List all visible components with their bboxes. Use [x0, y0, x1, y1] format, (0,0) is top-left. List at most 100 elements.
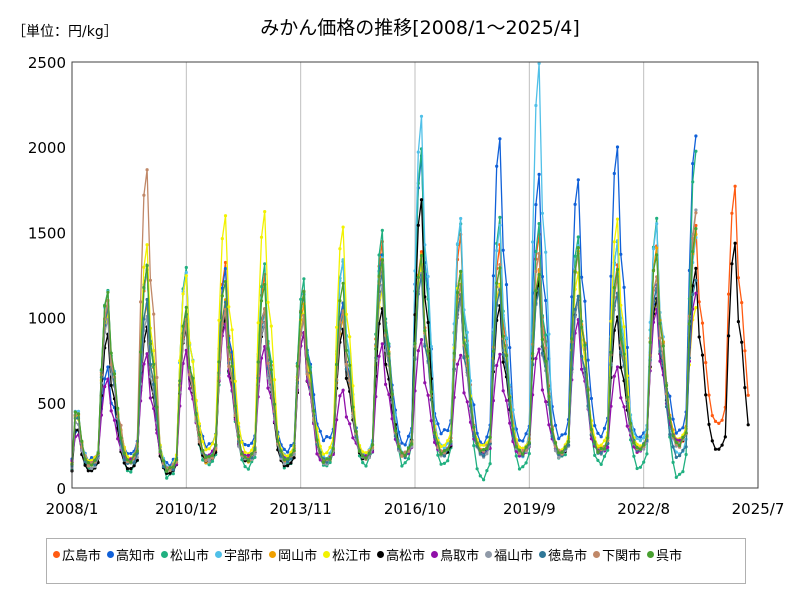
data-point: [694, 278, 698, 282]
data-point: [165, 476, 169, 480]
data-point: [155, 375, 159, 380]
data-point: [609, 319, 613, 323]
data-point: [602, 454, 607, 458]
data-point: [553, 423, 558, 427]
data-point: [576, 178, 580, 182]
data-point: [393, 429, 397, 433]
data-point: [90, 456, 94, 460]
data-point: [331, 446, 335, 450]
data-point: [517, 438, 522, 442]
data-point: [498, 352, 502, 356]
data-point: [527, 440, 531, 445]
data-point: [612, 171, 616, 176]
data-point: [485, 446, 489, 450]
data-point: [495, 249, 499, 253]
data-point: [508, 421, 512, 425]
data-point: [276, 439, 280, 443]
data-point: [651, 247, 656, 251]
legend-item: 松山市: [161, 546, 209, 564]
data-point: [90, 458, 94, 462]
data-point: [204, 455, 208, 459]
data-point: [596, 444, 600, 448]
data-point: [580, 325, 584, 329]
data-point: [315, 438, 319, 442]
data-point: [191, 360, 195, 364]
data-point: [406, 434, 411, 438]
data-point: [243, 465, 247, 469]
data-point: [122, 461, 126, 465]
data-point: [439, 432, 443, 436]
data-point: [348, 422, 352, 426]
data-point: [727, 292, 731, 296]
data-point: [664, 405, 669, 409]
data-point: [289, 443, 293, 448]
data-point: [315, 452, 319, 456]
data-point: [263, 282, 267, 287]
data-point: [419, 254, 424, 258]
data-point: [387, 352, 391, 356]
data-point: [93, 463, 97, 467]
data-point: [625, 424, 629, 428]
data-point: [184, 305, 188, 309]
data-point: [678, 472, 682, 476]
data-point: [272, 402, 277, 406]
data-point: [148, 362, 152, 366]
data-point: [573, 254, 577, 258]
data-point: [80, 439, 84, 443]
data-point: [142, 362, 146, 366]
data-point: [455, 290, 460, 295]
data-point: [240, 458, 244, 462]
data-point: [263, 262, 267, 266]
data-point: [318, 429, 322, 433]
data-point: [335, 325, 339, 329]
data-point: [282, 447, 286, 451]
data-point: [602, 439, 607, 443]
data-point: [344, 376, 348, 380]
data-point: [325, 451, 329, 455]
data-point: [106, 377, 110, 381]
data-point: [635, 466, 639, 471]
data-point: [380, 342, 384, 346]
data-point: [488, 462, 492, 466]
data-point: [361, 454, 365, 458]
data-point: [619, 252, 623, 256]
data-point: [132, 464, 136, 468]
data-point: [606, 445, 610, 449]
data-point: [335, 362, 339, 367]
data-point: [730, 262, 734, 266]
data-point: [713, 419, 718, 423]
data-point: [563, 445, 567, 449]
legend-marker: [161, 551, 169, 558]
data-point: [655, 216, 659, 220]
data-point: [475, 467, 479, 471]
data-point: [537, 61, 541, 65]
data-point: [341, 388, 345, 392]
data-point: [681, 426, 685, 430]
data-point: [472, 444, 476, 448]
data-point: [83, 457, 87, 461]
data-point: [583, 367, 587, 371]
data-point: [321, 452, 326, 456]
data-point: [674, 455, 678, 459]
data-point: [694, 211, 698, 215]
data-point: [207, 447, 211, 451]
data-point: [426, 393, 430, 397]
data-point: [338, 394, 342, 398]
data-point: [400, 454, 404, 458]
data-point: [619, 365, 623, 370]
data-point: [207, 463, 211, 467]
data-point: [655, 253, 659, 257]
legend-marker: [647, 551, 655, 558]
data-point: [129, 451, 133, 456]
data-point: [517, 467, 522, 471]
data-point: [687, 322, 692, 326]
data-point: [328, 436, 332, 440]
data-point: [498, 223, 502, 227]
data-point: [671, 460, 675, 464]
data-point: [112, 372, 117, 376]
data-point: [691, 284, 695, 288]
y-tick-label: 2500: [28, 54, 66, 72]
data-point: [344, 362, 348, 366]
data-point: [93, 458, 97, 462]
data-point: [743, 349, 747, 353]
